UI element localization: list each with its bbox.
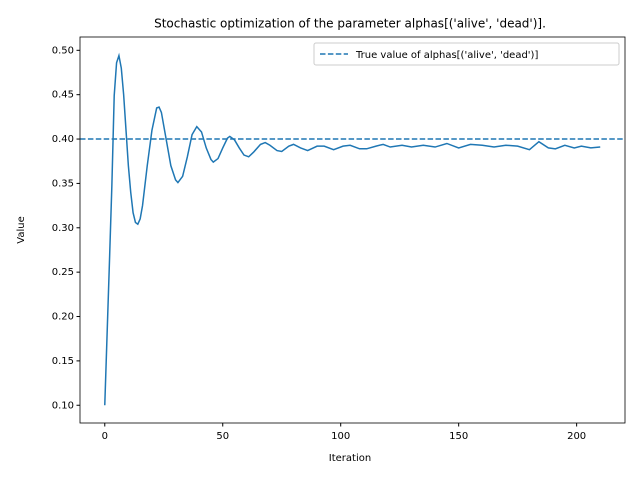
- y-tick-label: 0.15: [52, 356, 74, 367]
- x-tick-label: 50: [216, 431, 229, 442]
- legend-box: [313, 42, 620, 66]
- x-tick-label: 150: [449, 431, 468, 442]
- y-tick-label: 0.40: [52, 134, 74, 145]
- y-tick-label: 0.35: [52, 178, 74, 189]
- y-tick-label: 0.10: [52, 400, 74, 411]
- axes-frame: [79, 36, 626, 424]
- legend-label: True value of alphas[('alive', 'dead')]: [355, 50, 538, 61]
- x-tick-label: 100: [331, 431, 350, 442]
- y-tick-label: 0.50: [52, 45, 74, 56]
- y-tick-label: 0.45: [52, 90, 74, 101]
- x-axis-label: Iteration: [329, 453, 371, 464]
- x-tick-label: 200: [567, 431, 586, 442]
- y-axis-label: Value: [16, 216, 27, 243]
- y-tick-label: 0.25: [52, 267, 74, 278]
- chart-title: Stochastic optimization of the parameter…: [154, 17, 546, 31]
- line-series: [104, 52, 601, 406]
- y-tick-label: 0.20: [52, 312, 74, 323]
- y-tick-label: 0.30: [52, 223, 74, 234]
- x-tick-label: 0: [102, 431, 108, 442]
